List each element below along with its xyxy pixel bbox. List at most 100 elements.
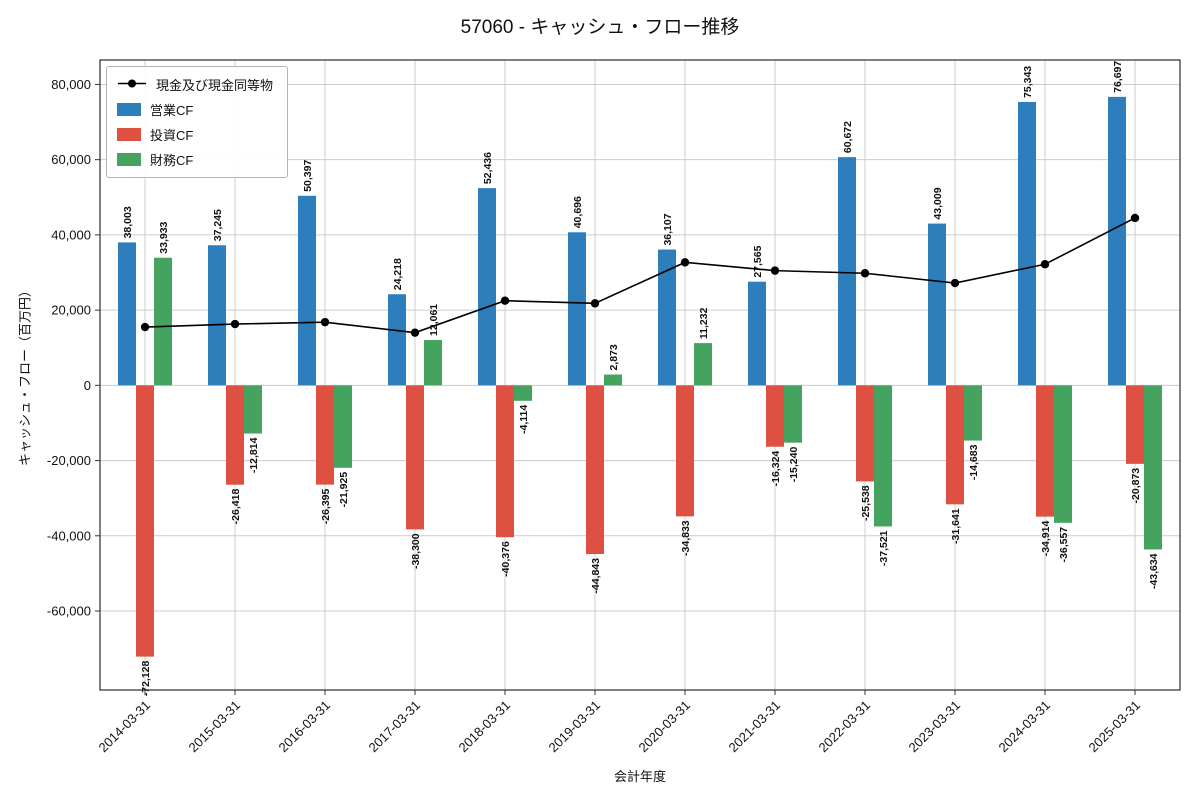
legend-label-operating-cf: 営業CF — [150, 103, 194, 118]
cash-line-marker — [230, 319, 240, 329]
x-tick-label: 2021-03-31 — [725, 698, 783, 756]
cash-line — [144, 217, 1136, 334]
bar-series-2-cat-0 — [154, 257, 172, 386]
cash-line-marker — [500, 296, 510, 305]
bar-series-1-cat-5 — [586, 385, 604, 555]
cash-line-marker — [860, 269, 870, 278]
bar-series-0-cat-0 — [118, 242, 136, 386]
y-tick-label: -20,000 — [47, 453, 91, 468]
bar-series-2-cat-5 — [604, 374, 622, 386]
bar-series-0-cat-8 — [838, 157, 856, 386]
bar-series-0-cat-9 — [928, 223, 946, 386]
bar-series-2-cat-11 — [1144, 385, 1162, 550]
x-tick-label: 2025-03-31 — [1085, 698, 1143, 756]
bar-series-1-cat-1 — [226, 385, 244, 485]
bar-series-1-cat-6 — [676, 385, 694, 517]
legend-item-investing-cf: 投資CF — [117, 125, 273, 144]
cash-line-marker — [320, 317, 330, 327]
bar-value-label: -44,843 — [590, 558, 602, 594]
cash-line-marker — [410, 328, 420, 337]
bar-series-2-cat-9 — [964, 385, 982, 441]
cash-line-marker — [590, 299, 600, 308]
bar-value-label: -36,557 — [1058, 527, 1070, 563]
bar-value-label: -37,521 — [878, 530, 890, 566]
bar-value-label: 12,061 — [428, 304, 440, 336]
bar-value-label: -40,376 — [500, 541, 512, 577]
x-tick-label: 2015-03-31 — [185, 698, 243, 756]
bar-value-label: -21,925 — [338, 472, 350, 508]
chart-title: 57060 - キャッシュ・フロー推移 — [460, 17, 740, 38]
bar-series-2-cat-10 — [1054, 385, 1072, 523]
bar-value-label: -72,128 — [140, 660, 152, 696]
bar-series-1-cat-8 — [856, 385, 874, 482]
bar-value-label: 11,232 — [698, 307, 710, 339]
bar-series-0-cat-2 — [298, 195, 316, 386]
bar-value-label: -25,538 — [860, 485, 872, 521]
bar-value-label: 33,933 — [158, 221, 170, 253]
x-tick-label: 2014-03-31 — [95, 698, 153, 756]
bar-series-2-cat-2 — [334, 385, 352, 468]
bar-value-label: -26,418 — [230, 489, 242, 525]
bar-series-1-cat-11 — [1126, 385, 1144, 464]
bar-series-1-cat-9 — [946, 385, 964, 505]
bar-series-0-cat-11 — [1108, 96, 1126, 386]
bar-value-label: -16,324 — [770, 451, 782, 487]
bar-series-0-cat-10 — [1018, 101, 1036, 386]
legend-label-investing-cf: 投資CF — [150, 128, 194, 143]
bar-value-label: 75,343 — [1022, 66, 1034, 98]
bar-value-label: -20,873 — [1130, 468, 1142, 504]
bar-value-label: -12,814 — [248, 437, 260, 473]
financing-cf-swatch-icon — [117, 153, 141, 166]
bar-series-0-cat-5 — [568, 232, 586, 386]
bar-series-2-cat-3 — [424, 339, 442, 386]
plot-border — [99, 59, 1181, 691]
bar-series-1-cat-2 — [316, 385, 334, 485]
bar-series-2-cat-6 — [694, 343, 712, 386]
bar-series-1-cat-3 — [406, 385, 424, 530]
legend-label-financing-cf: 財務CF — [150, 153, 194, 168]
cash-line-marker — [1040, 260, 1050, 269]
x-tick-label: 2023-03-31 — [905, 698, 963, 756]
bar-value-label: 38,003 — [122, 206, 134, 238]
legend-item-cash: 現金及び現金同等物 — [117, 75, 273, 94]
bar-series-0-cat-7 — [748, 281, 766, 386]
x-tick-label: 2020-03-31 — [635, 698, 693, 756]
legend-item-financing-cf: 財務CF — [117, 150, 273, 169]
bar-series-0-cat-4 — [478, 188, 496, 386]
cash-line-marker — [770, 266, 780, 275]
x-tick-label: 2017-03-31 — [365, 698, 423, 756]
y-tick-label: 20,000 — [51, 303, 91, 318]
y-axis-label: キャッシュ・フロー（百万円） — [17, 283, 33, 467]
bar-value-label: -14,683 — [968, 444, 980, 480]
bar-value-label: 76,697 — [1112, 61, 1124, 93]
bar-value-label: 43,009 — [932, 187, 944, 219]
bar-value-label: -43,634 — [1148, 553, 1160, 589]
bar-value-label: 2,873 — [608, 344, 620, 370]
y-tick-label: 80,000 — [51, 77, 91, 92]
bar-value-label: -26,395 — [320, 488, 332, 524]
x-tick-label: 2016-03-31 — [275, 698, 333, 756]
y-tick-label: 40,000 — [51, 227, 91, 242]
bar-series-2-cat-8 — [874, 385, 892, 527]
bar-series-2-cat-1 — [244, 385, 262, 434]
x-tick-label: 2019-03-31 — [545, 698, 603, 756]
investing-cf-swatch-icon — [117, 128, 141, 141]
legend-label-cash: 現金及び現金同等物 — [156, 78, 274, 93]
bar-series-1-cat-4 — [496, 385, 514, 538]
y-tick-label: 0 — [84, 378, 91, 393]
bar-value-label: 52,436 — [482, 152, 494, 184]
bar-series-1-cat-10 — [1036, 385, 1054, 517]
bar-value-label: -15,240 — [788, 447, 800, 483]
operating-cf-swatch-icon — [117, 103, 141, 116]
bar-value-label: 60,672 — [842, 121, 854, 153]
bar-series-2-cat-4 — [514, 385, 532, 401]
bar-series-0-cat-6 — [658, 249, 676, 386]
bar-series-0-cat-1 — [208, 245, 226, 386]
bar-value-label: 37,245 — [212, 209, 224, 241]
bar-value-label: 27,565 — [752, 245, 764, 277]
bar-value-label: 40,696 — [572, 196, 584, 228]
bar-value-label: -31,641 — [950, 508, 962, 544]
x-tick-label: 2018-03-31 — [455, 698, 513, 756]
